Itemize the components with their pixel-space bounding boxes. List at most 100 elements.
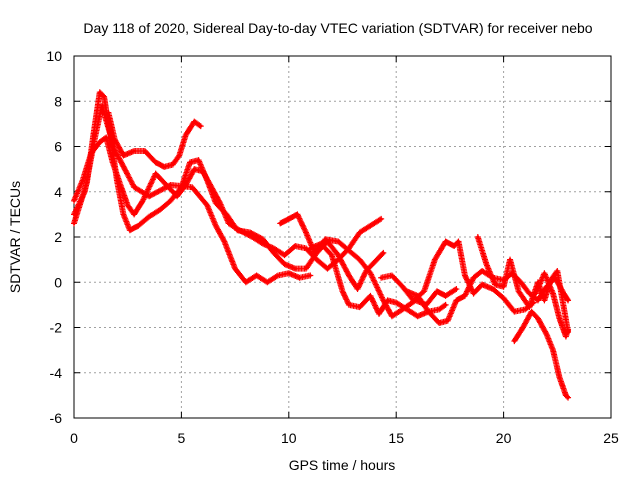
data-point — [169, 199, 173, 203]
data-point — [72, 212, 76, 216]
data-point — [454, 287, 458, 291]
data-point — [454, 298, 458, 302]
data-point — [295, 212, 299, 216]
data-point — [167, 185, 171, 189]
data-point — [93, 133, 97, 137]
y-tick-label: -4 — [50, 365, 63, 381]
data-point — [330, 253, 334, 257]
data-point — [192, 120, 196, 124]
data-point — [143, 149, 147, 153]
data-point — [283, 262, 287, 266]
data-point — [491, 287, 495, 291]
data-point — [184, 133, 188, 137]
y-tick-label: 6 — [54, 139, 62, 155]
data-point — [557, 375, 561, 379]
data-point — [456, 240, 460, 244]
data-point — [437, 321, 441, 325]
data-series-trace — [71, 134, 385, 272]
data-point — [426, 310, 430, 314]
data-point — [433, 258, 437, 262]
data-point — [527, 292, 531, 296]
data-point — [272, 246, 276, 250]
data-point — [121, 212, 125, 216]
data-point — [81, 178, 85, 182]
data-point — [566, 396, 570, 400]
y-tick-label: 10 — [46, 48, 62, 64]
data-point — [416, 314, 420, 318]
data-point — [283, 253, 287, 257]
data-point — [171, 163, 175, 167]
data-point — [132, 149, 136, 153]
data-point — [119, 185, 123, 189]
data-point — [190, 185, 194, 189]
data-series-trace — [378, 238, 537, 315]
data-point — [244, 280, 248, 284]
y-tick-label: 8 — [54, 93, 62, 109]
data-point — [437, 307, 441, 311]
data-point — [147, 215, 151, 219]
data-point — [386, 298, 390, 302]
data-point — [484, 262, 488, 266]
data-point — [368, 224, 372, 228]
data-point — [444, 294, 448, 298]
data-point — [323, 237, 327, 241]
data-point — [435, 289, 439, 293]
data-point — [401, 285, 405, 289]
data-point — [551, 348, 555, 352]
data-point — [512, 339, 516, 343]
data-point — [222, 240, 226, 244]
x-tick-label: 20 — [496, 430, 512, 446]
y-axis-label: SDTVAR / TECUs — [7, 181, 23, 293]
data-point — [347, 273, 351, 277]
data-point — [452, 244, 456, 248]
data-point — [358, 230, 362, 234]
data-point — [394, 301, 398, 305]
data-point — [265, 280, 269, 284]
data-point — [472, 276, 476, 280]
data-point — [98, 90, 102, 94]
data-series-trace — [307, 240, 449, 320]
data-point — [527, 305, 531, 309]
data-point — [476, 235, 480, 239]
data-point — [379, 276, 383, 280]
data-point — [298, 276, 302, 280]
data-point — [315, 258, 319, 262]
data-point — [444, 240, 448, 244]
data-point — [377, 312, 381, 316]
data-point — [188, 160, 192, 164]
data-point — [278, 221, 282, 225]
data-point — [422, 289, 426, 293]
data-point — [416, 294, 420, 298]
data-point — [100, 104, 104, 108]
data-point — [106, 111, 110, 115]
data-point — [83, 190, 87, 194]
data-point — [555, 269, 559, 273]
data-point — [158, 208, 162, 212]
data-point — [368, 294, 372, 298]
x-tick-label: 15 — [388, 430, 404, 446]
data-point — [542, 298, 546, 302]
data-point — [304, 230, 308, 234]
data-point — [209, 185, 213, 189]
data-point — [255, 273, 259, 277]
data-point — [261, 242, 265, 246]
data-point — [250, 235, 254, 239]
data-point — [89, 151, 93, 155]
grid-lines — [74, 56, 611, 418]
data-point — [304, 246, 308, 250]
data-point — [162, 165, 166, 169]
data-point — [517, 289, 521, 293]
data-point — [313, 251, 317, 255]
data-point — [205, 203, 209, 207]
data-point — [405, 289, 409, 293]
data-point — [368, 271, 372, 275]
data-point — [184, 183, 188, 187]
data-point — [102, 95, 106, 99]
data-point — [304, 267, 308, 271]
data-point — [444, 303, 448, 307]
data-point — [126, 203, 130, 207]
data-point — [214, 224, 218, 228]
data-point — [536, 316, 540, 320]
data-point — [308, 273, 312, 277]
data-series-trace — [105, 109, 204, 170]
